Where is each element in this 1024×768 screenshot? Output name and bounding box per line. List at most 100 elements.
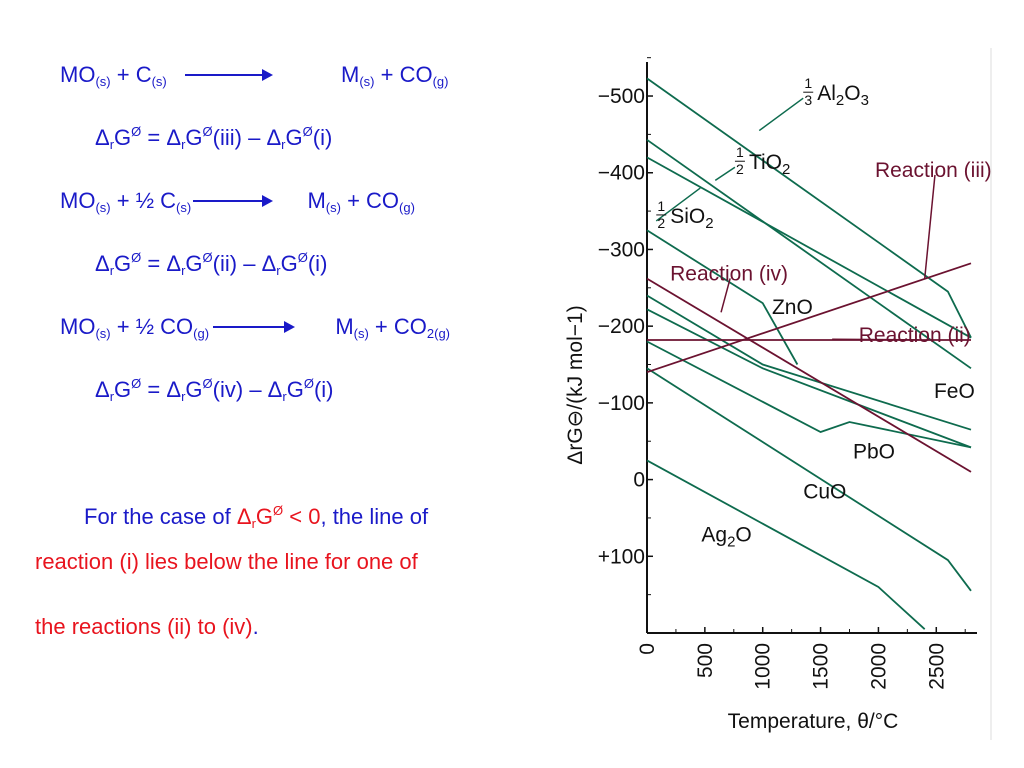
state-subscript: (g) xyxy=(399,200,415,215)
reaction-ref: (iv) xyxy=(212,377,244,402)
reaction-3: MO(s) + ½ CO(g) M(s) + CO2(g) xyxy=(60,314,450,341)
note-text: For the case of xyxy=(84,504,237,529)
leader-line xyxy=(720,278,731,313)
g-symbol: G xyxy=(185,125,203,150)
y-axis-label: ΔrG⊖/(kJ mol−1) xyxy=(564,305,587,464)
r-subscript: r xyxy=(109,137,115,152)
y-tick-label: +100 xyxy=(598,545,645,568)
note-period: . xyxy=(252,614,259,639)
delta-symbol: Δ xyxy=(95,125,110,150)
standard-superscript: Ø xyxy=(131,250,142,265)
r-subscript: r xyxy=(276,263,281,278)
standard-superscript: Ø xyxy=(131,376,142,391)
reactant-text: + ½ CO xyxy=(110,314,194,339)
state-subscript: (s) xyxy=(95,200,111,215)
product-text: + CO xyxy=(368,314,427,339)
energy-relation-2: ΔrGØ = ΔrGØ(ii) – ΔrGØ(i) xyxy=(95,250,327,278)
fraction-numerator: 1 xyxy=(657,198,665,214)
product-text: M xyxy=(335,314,354,339)
g-symbol: G xyxy=(286,377,304,402)
reaction-ref: (ii) xyxy=(212,251,238,276)
leader-line xyxy=(714,166,736,182)
series-line--tio- xyxy=(646,139,972,370)
fraction-denominator: 3 xyxy=(804,92,812,108)
fraction-label: 13 xyxy=(803,75,814,108)
fraction-label: 12 xyxy=(734,144,745,177)
note-text: the reactions (ii) to (iv) xyxy=(35,614,253,639)
r-subscript: r xyxy=(281,137,286,152)
y-tick-label: 0 xyxy=(633,469,645,492)
reaction-ref: (i) xyxy=(313,377,334,402)
reactant-text: MO xyxy=(60,62,96,87)
r-subscript: r xyxy=(181,137,186,152)
state-subscript: (s) xyxy=(176,200,192,215)
minus-delta: – Δ xyxy=(243,377,283,402)
x-tick-label: 0 xyxy=(636,643,659,655)
state-subscript: (s) xyxy=(353,326,369,341)
leader-line xyxy=(758,97,804,132)
series-line-unlabeled xyxy=(646,308,972,449)
standard-superscript: Ø xyxy=(202,250,213,265)
fraction-denominator: 2 xyxy=(736,161,744,177)
series-label: ZnO xyxy=(772,296,813,319)
g-symbol: G xyxy=(185,251,203,276)
g-symbol: G xyxy=(114,125,132,150)
leader-line xyxy=(923,174,936,279)
x-tick-label: 2000 xyxy=(867,643,890,690)
x-axis-label: Temperature, θ/°C xyxy=(728,710,899,733)
reaction-ref: (i) xyxy=(307,251,328,276)
state-subscript: (g) xyxy=(432,74,449,89)
x-tick-label: 2500 xyxy=(925,643,948,690)
r-subscript: r xyxy=(109,389,115,404)
g-symbol: G xyxy=(285,125,303,150)
state-subscript: (s) xyxy=(359,74,375,89)
state-subscript: (s) xyxy=(151,74,167,89)
series-label: PbO xyxy=(853,440,895,463)
r-subscript: r xyxy=(181,389,186,404)
fraction-numerator: 1 xyxy=(804,75,812,91)
equals-delta: = Δ xyxy=(141,125,182,150)
series-line-zno xyxy=(646,229,799,365)
leader-line xyxy=(655,187,701,222)
series-line-feo xyxy=(646,294,972,431)
g-symbol: G xyxy=(114,251,132,276)
fraction-label: 12 xyxy=(656,198,667,231)
condition-note-line-3: the reactions (ii) to (iv). xyxy=(35,614,259,640)
state-subscript: (s) xyxy=(95,326,111,341)
standard-superscript: Ø xyxy=(202,124,213,139)
fraction-numerator: 1 xyxy=(736,144,744,160)
reactant-text: + ½ C xyxy=(110,188,177,213)
series-label: Ag2O xyxy=(701,523,751,550)
y-tick-label: −500 xyxy=(598,85,645,108)
product-text: M xyxy=(341,62,360,87)
delta-symbol: Δ xyxy=(236,504,252,529)
series-line-ag-o xyxy=(646,459,926,630)
reaction-arrow-icon xyxy=(193,195,274,207)
series-label: FeO xyxy=(934,380,975,403)
condition-note-line-2: reaction (i) lies below the line for one… xyxy=(35,549,418,574)
series-line-reaction-iii- xyxy=(646,262,972,374)
y-tick-label: −400 xyxy=(598,162,645,185)
standard-superscript: Ø xyxy=(303,376,314,391)
series-line-reaction-iv- xyxy=(646,277,972,473)
fraction-denominator: 2 xyxy=(657,215,665,231)
product-text: M xyxy=(307,188,326,213)
state-subscript: (s) xyxy=(95,74,111,89)
energy-relation-3: ΔrGØ = ΔrGØ(iv) – ΔrGØ(i) xyxy=(95,376,334,404)
product-text: + CO xyxy=(374,62,433,87)
series-label: SiO2 xyxy=(670,205,713,232)
reactant-text: + C xyxy=(110,62,152,87)
condition-text: < 0 xyxy=(283,504,321,529)
r-subscript: r xyxy=(181,263,186,278)
reaction-1: MO(s) + C(s) M(s) + CO(g) xyxy=(60,62,448,89)
standard-superscript: Ø xyxy=(131,124,142,139)
axis-ticks: −500 −400 −300 −200 −100 0 +100 0 500 1000 1500 200… xyxy=(598,57,966,690)
series-label: Al2O3 xyxy=(817,82,869,109)
x-tick-label: 1000 xyxy=(752,643,775,690)
reaction-arrow-icon xyxy=(213,321,296,333)
state-subscript: 2(g) xyxy=(426,326,451,341)
r-subscript: r xyxy=(251,516,256,531)
x-tick-label: 500 xyxy=(694,643,717,678)
